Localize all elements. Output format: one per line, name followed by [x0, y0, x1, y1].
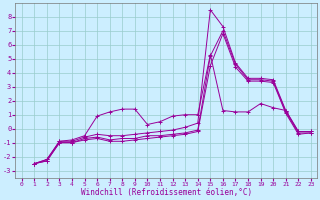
X-axis label: Windchill (Refroidissement éolien,°C): Windchill (Refroidissement éolien,°C) — [81, 188, 252, 197]
